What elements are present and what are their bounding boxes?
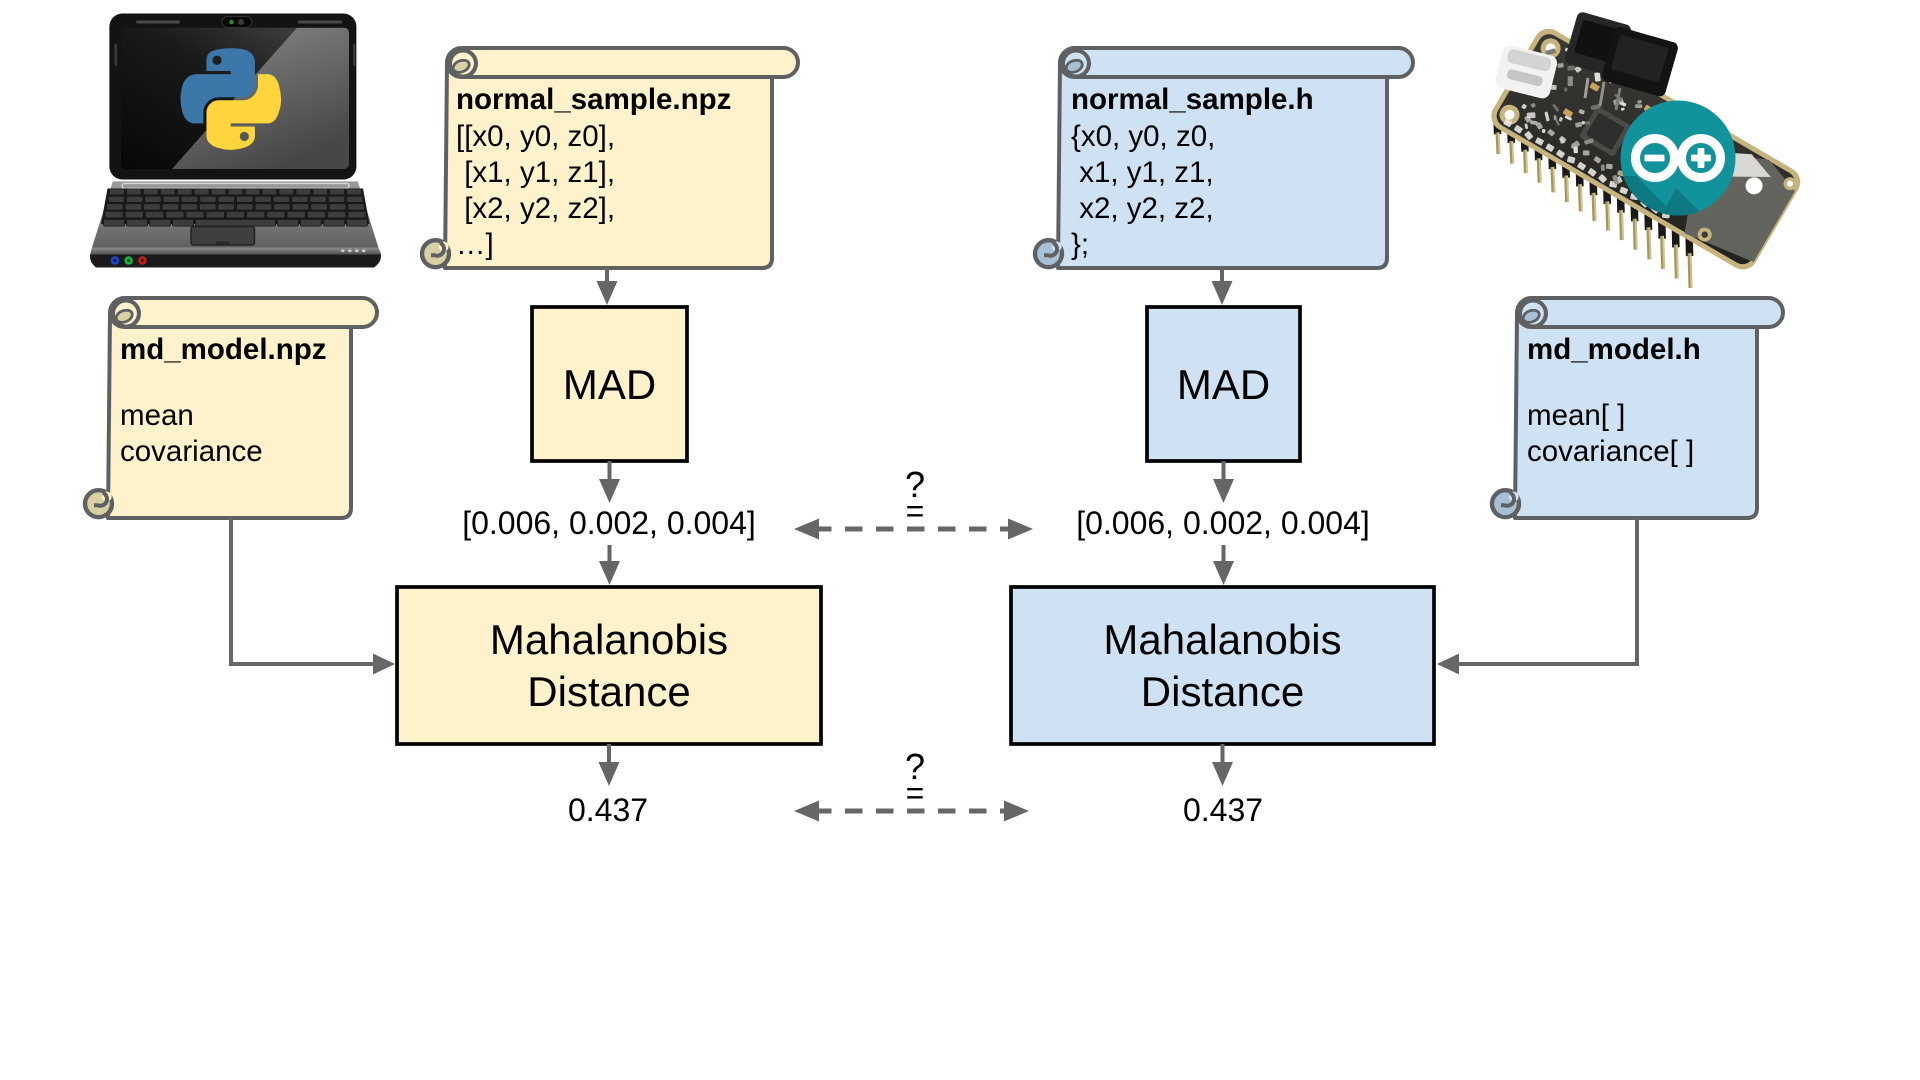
svg-text:mean[ ]: mean[ ] xyxy=(1527,399,1625,432)
svg-text:covariance[ ]: covariance[ ] xyxy=(1527,435,1694,468)
svg-text:md_model.npz: md_model.npz xyxy=(120,333,327,366)
svg-text:md_model.h: md_model.h xyxy=(1527,333,1701,366)
svg-text:[[x0, y0, z0],: [[x0, y0, z0], xyxy=(456,120,615,153)
svg-text:normal_sample.h: normal_sample.h xyxy=(1071,83,1314,116)
svg-text:Distance: Distance xyxy=(527,668,690,715)
svg-text:[x1, y1, z1],: [x1, y1, z1], xyxy=(456,156,615,189)
svg-text:0.437: 0.437 xyxy=(1183,792,1263,828)
svg-text:[0.006, 0.002, 0.004]: [0.006, 0.002, 0.004] xyxy=(462,505,756,541)
svg-text:{x0, y0, z0,: {x0, y0, z0, xyxy=(1071,120,1215,153)
svg-text:Distance: Distance xyxy=(1141,668,1304,715)
svg-text:mean: mean xyxy=(120,399,194,432)
svg-text:x1, y1, z1,: x1, y1, z1, xyxy=(1071,156,1214,189)
svg-text:normal_sample.npz: normal_sample.npz xyxy=(456,83,731,116)
svg-text:MAD: MAD xyxy=(563,361,656,408)
svg-text:Mahalanobis: Mahalanobis xyxy=(1103,616,1341,663)
svg-text:?: ? xyxy=(905,464,925,505)
svg-text:?: ? xyxy=(905,746,925,787)
svg-text:…]: …] xyxy=(456,228,494,261)
svg-text:=: = xyxy=(906,775,925,811)
svg-text:x2, y2, z2,: x2, y2, z2, xyxy=(1071,192,1214,225)
svg-text:Mahalanobis: Mahalanobis xyxy=(490,616,728,663)
svg-text:[x2, y2, z2],: [x2, y2, z2], xyxy=(456,192,615,225)
svg-text:0.437: 0.437 xyxy=(568,792,648,828)
svg-text:[0.006, 0.002, 0.004]: [0.006, 0.002, 0.004] xyxy=(1076,505,1370,541)
svg-text:MAD: MAD xyxy=(1177,361,1270,408)
svg-text:covariance: covariance xyxy=(120,435,263,468)
svg-text:};: }; xyxy=(1071,228,1089,261)
svg-text:=: = xyxy=(906,493,925,529)
